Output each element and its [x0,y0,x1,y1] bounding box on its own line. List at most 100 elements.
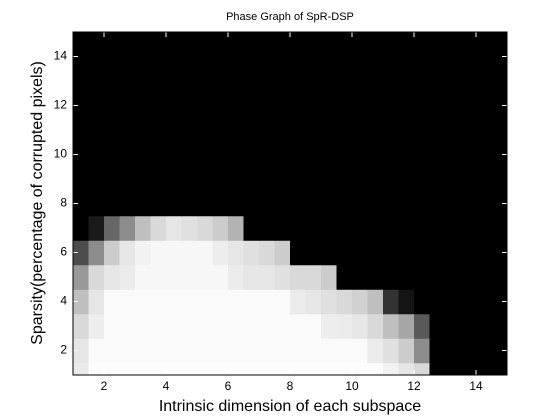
heatmap-cell [352,117,368,143]
heatmap-cell [491,191,507,217]
heatmap-cell [212,240,229,266]
heatmap-cell [383,68,399,94]
heatmap-cell [119,215,136,241]
heatmap-cell [476,117,492,143]
y-tick-label: 12 [54,98,68,112]
heatmap-cell [290,240,306,266]
x-tick-label: 12 [407,379,421,393]
heatmap-cell [367,44,384,70]
heatmap-cell [166,32,182,45]
heatmap-cell [119,362,136,375]
heatmap-cell [119,166,136,192]
heatmap-cell [150,313,167,339]
heatmap-cell [429,68,446,94]
heatmap-cell [398,264,415,290]
heatmap-cell [476,166,492,192]
heatmap-cell [305,240,322,266]
heatmap-cell [181,142,198,168]
heatmap-cell [212,289,229,315]
heatmap-cell [243,117,260,143]
heatmap-cell [228,166,244,192]
heatmap-cell [352,264,368,290]
heatmap-cell [274,362,291,375]
heatmap-cell [88,191,105,217]
heatmap-cell [491,32,507,45]
heatmap-cell [73,32,89,45]
heatmap-cell [274,191,291,217]
heatmap-cell [119,240,136,266]
heatmap-cell [336,362,353,375]
heatmap-cell [383,264,399,290]
heatmap-cell [197,166,213,192]
heatmap-cell [305,264,322,290]
heatmap-cell [150,166,167,192]
heatmap-cell [259,68,275,94]
heatmap-cell [336,142,353,168]
heatmap-cell [476,191,492,217]
heatmap-cell [290,191,306,217]
heatmap-cell [305,191,322,217]
heatmap-cell [243,142,260,168]
heatmap-cell [73,191,89,217]
heatmap-cell [429,142,446,168]
heatmap-cells [73,32,507,375]
heatmap-cell [228,338,244,364]
heatmap-cell [460,68,477,94]
heatmap-cell [429,240,446,266]
heatmap-cell [150,289,167,315]
heatmap-cell [429,362,446,375]
heatmap-cell [104,93,120,119]
heatmap-cell [367,215,384,241]
heatmap-cell [460,44,477,70]
heatmap-cell [352,215,368,241]
heatmap-cell [259,166,275,192]
heatmap-cell [259,264,275,290]
heatmap-cell [243,338,260,364]
heatmap-cell [181,93,198,119]
heatmap-cell [274,93,291,119]
heatmap-cell [104,32,120,45]
heatmap-cell [150,142,167,168]
heatmap-cell [305,93,322,119]
heatmap-cell [228,142,244,168]
heatmap-cell [352,289,368,315]
heatmap-cell [398,44,415,70]
heatmap-cell [150,240,167,266]
heatmap-cell [135,240,151,266]
heatmap-cell [197,68,213,94]
heatmap-cell [243,191,260,217]
heatmap-cell [445,215,461,241]
heatmap-cell [336,191,353,217]
heatmap-cell [429,93,446,119]
heatmap-cell [119,289,136,315]
heatmap-cell [429,32,446,45]
heatmap-cell [212,313,229,339]
heatmap-cell [383,215,399,241]
heatmap-cell [135,362,151,375]
heatmap-cell [352,44,368,70]
heatmap-cell [290,313,306,339]
x-axis-label: Intrinsic dimension of each subspace [159,398,421,415]
heatmap-cell [491,117,507,143]
heatmap-cell [150,117,167,143]
heatmap-cell [336,215,353,241]
heatmap-cell [243,44,260,70]
heatmap-cell [243,93,260,119]
heatmap-cell [445,191,461,217]
x-tick-label: 2 [101,379,108,393]
heatmap-cell [352,362,368,375]
heatmap-cell [321,215,337,241]
heatmap-cell [429,289,446,315]
y-tick-label: 4 [60,294,67,308]
heatmap-cell [166,68,182,94]
heatmap-cell [88,117,105,143]
heatmap-cell [135,44,151,70]
heatmap-cell [197,215,213,241]
heatmap-cell [228,32,244,45]
heatmap-cell [104,166,120,192]
heatmap-cell [321,166,337,192]
heatmap-cell [228,215,244,241]
heatmap-cell [119,117,136,143]
heatmap-cell [414,117,430,143]
heatmap-cell [212,215,229,241]
